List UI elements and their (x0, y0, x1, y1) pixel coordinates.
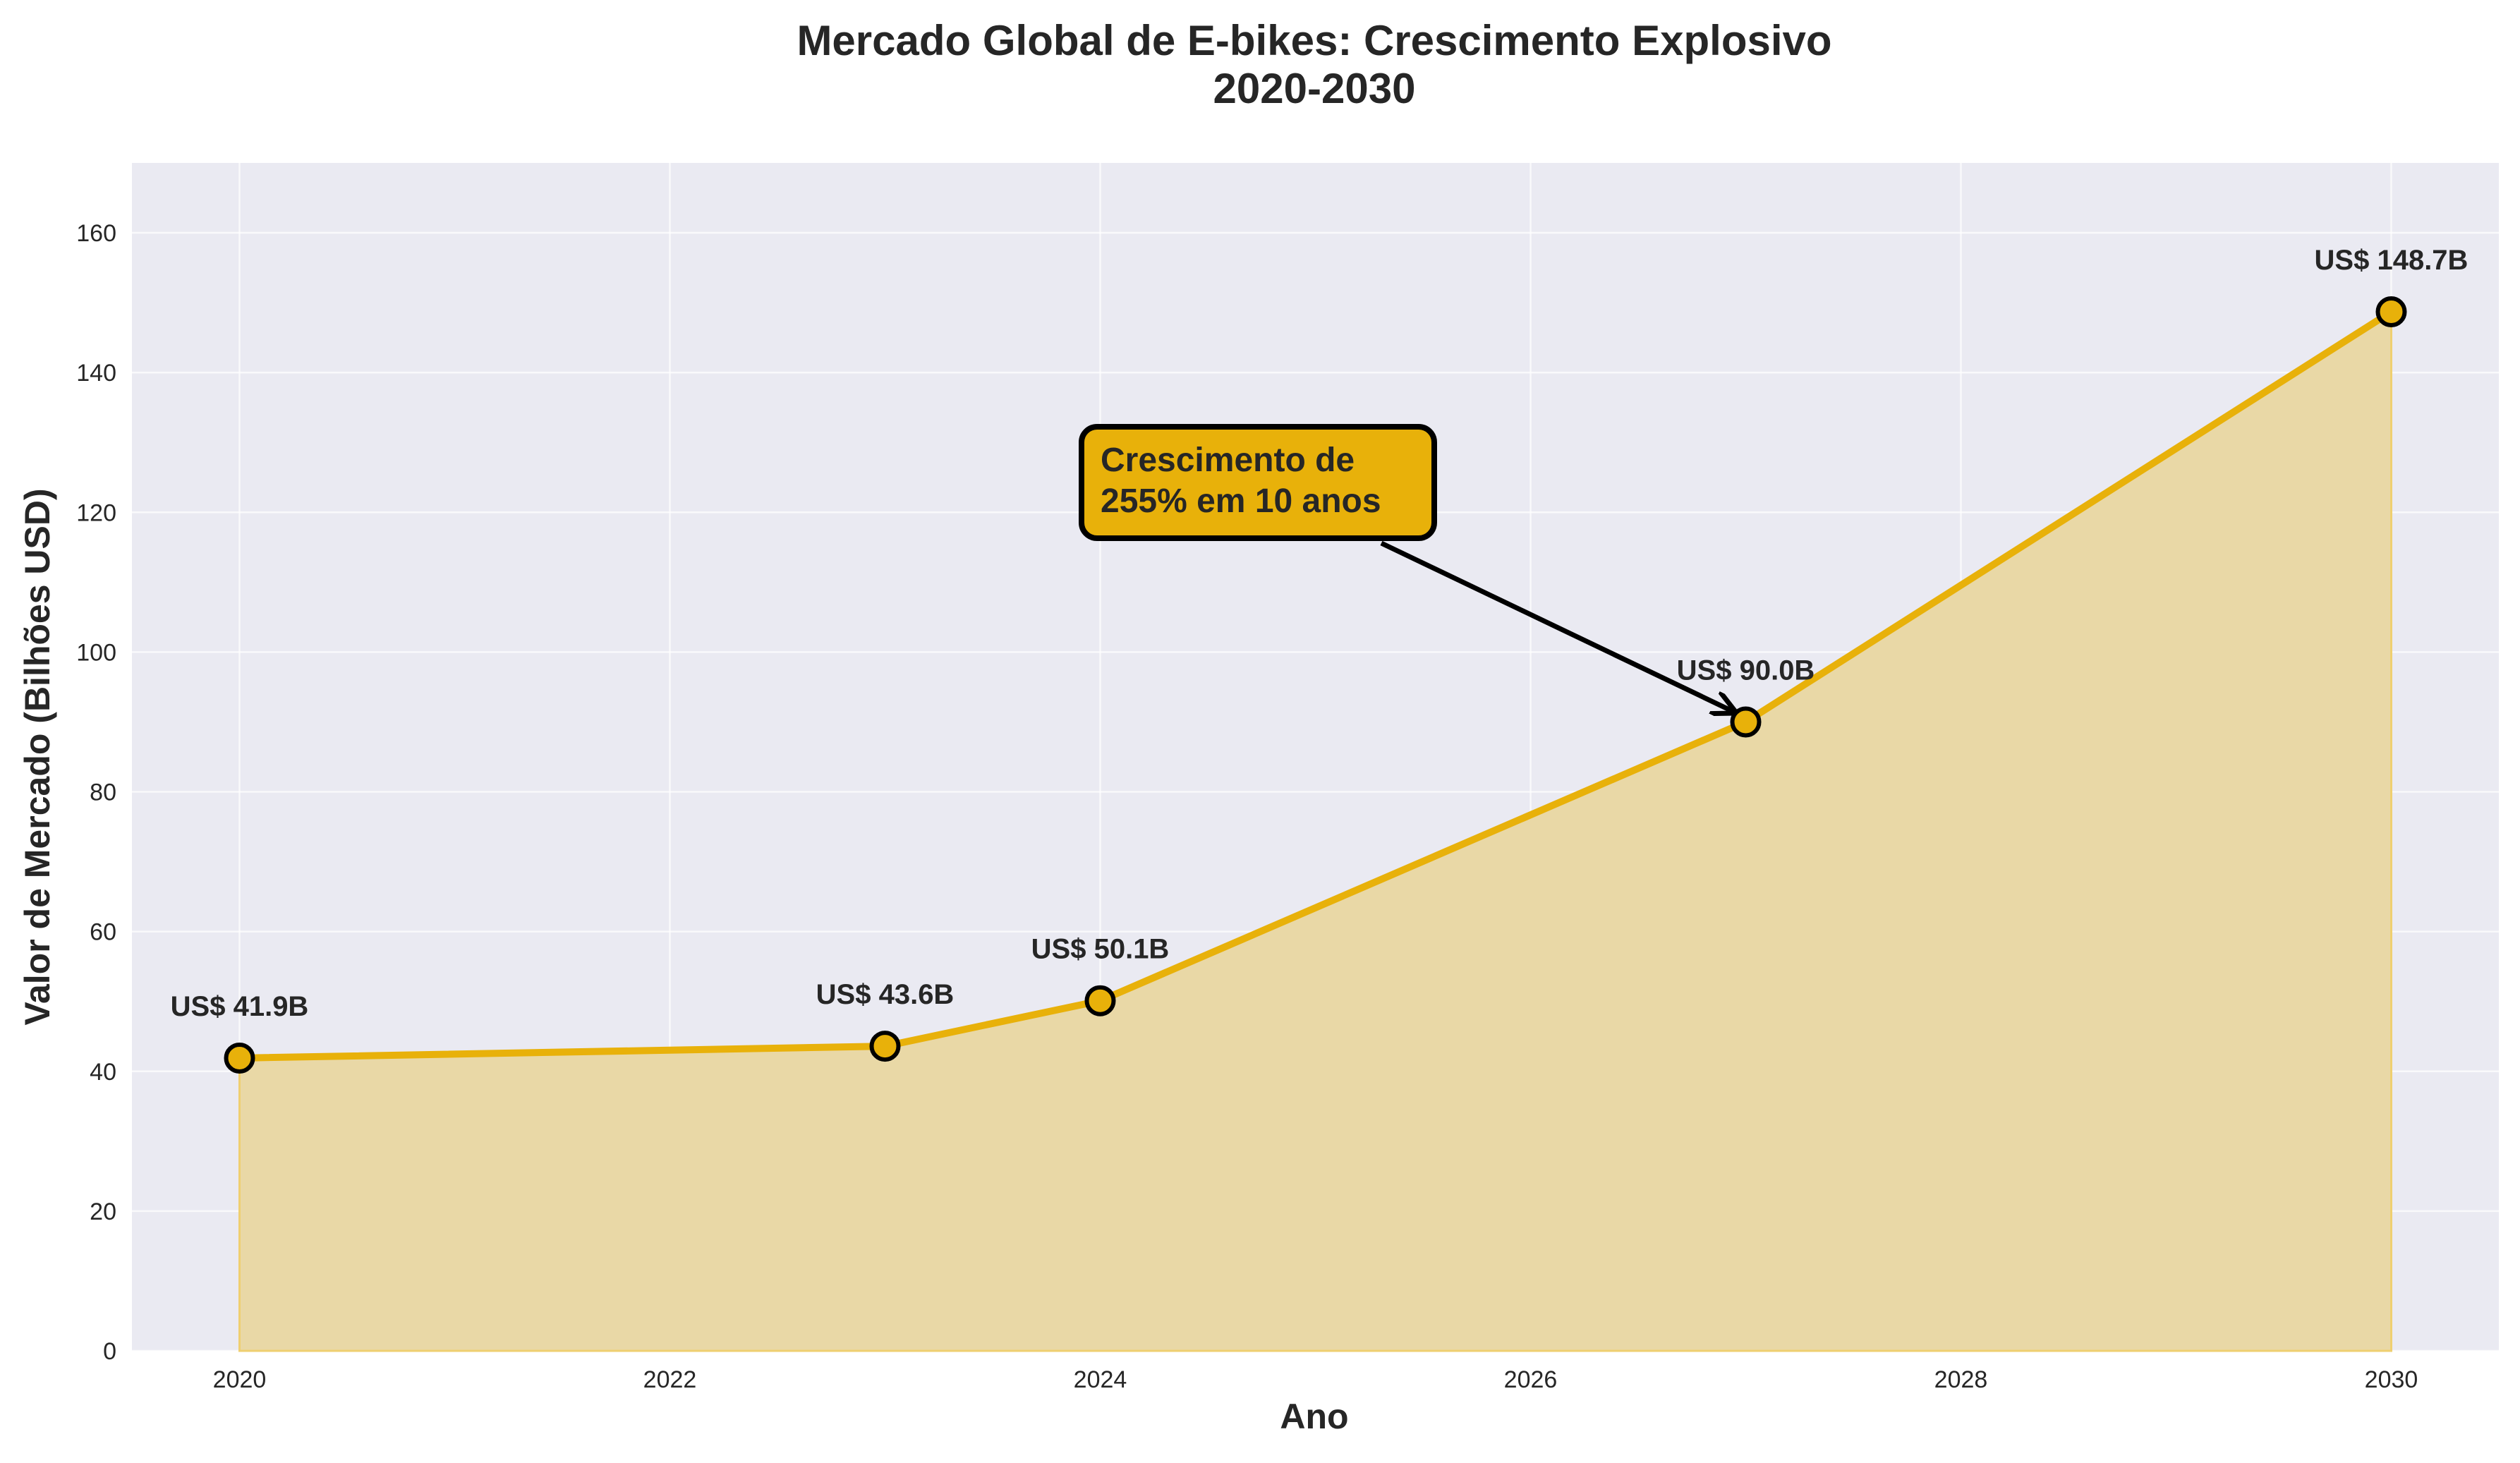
y-tick-label: 40 (90, 1059, 116, 1086)
data-point (224, 1042, 255, 1074)
x-tick-label: 2022 (643, 1366, 697, 1393)
data-point (2375, 296, 2407, 327)
x-axis-label: Ano (1280, 1397, 1348, 1436)
data-point (1084, 985, 1116, 1016)
x-tick-label: 2026 (1504, 1366, 1558, 1393)
data-label: US$ 41.9B (171, 991, 309, 1022)
chart-title: Mercado Global de E-bikes: Crescimento E… (796, 17, 1831, 64)
y-tick-label: 160 (76, 220, 116, 247)
y-tick-label: 120 (76, 499, 116, 526)
points: US$ 41.9B US$ 43.6B US$ 50.1B US$ 90.0B US$ … (171, 245, 2468, 1074)
chart-subtitle: 2020-2030 (1213, 65, 1416, 112)
ticks: 2020 2022 2024 2026 2028 2030 0 20 40 60 80 100 120 1… (76, 220, 2418, 1393)
x-tick-label: 2024 (1074, 1366, 1127, 1393)
annotation-text: 255% em 10 anos (1101, 482, 1381, 520)
data-point (1730, 706, 1762, 738)
y-tick-label: 60 (90, 919, 116, 946)
x-tick-label: 2030 (2365, 1366, 2418, 1393)
y-tick-label: 100 (76, 639, 116, 666)
y-tick-label: 80 (90, 779, 116, 806)
data-point (869, 1031, 901, 1062)
annotation-text: Crescimento de (1101, 442, 1355, 479)
data-label: US$ 148.7B (2315, 245, 2468, 276)
data-label: US$ 50.1B (1031, 934, 1170, 965)
x-tick-label: 2020 (213, 1366, 267, 1393)
data-label: US$ 43.6B (816, 979, 955, 1010)
y-tick-label: 0 (103, 1338, 116, 1365)
data-label: US$ 90.0B (1677, 655, 1815, 686)
annotation-arrow (1380, 540, 1735, 712)
y-axis-label: Valor de Mercado (Bilhões USD) (18, 488, 57, 1025)
y-tick-label: 140 (76, 360, 116, 387)
y-tick-label: 20 (90, 1198, 116, 1225)
annotation-box (1079, 424, 1437, 541)
x-tick-label: 2028 (1934, 1366, 1988, 1393)
